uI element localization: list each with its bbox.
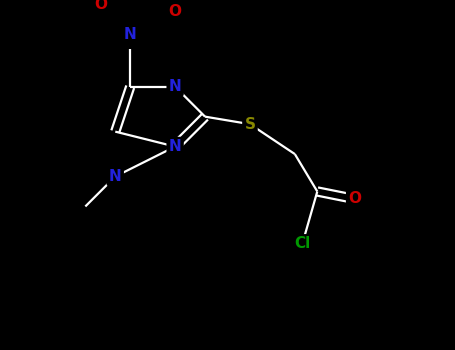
Text: Cl: Cl xyxy=(294,236,310,251)
Text: N: N xyxy=(169,79,182,94)
Text: N: N xyxy=(169,139,182,154)
Text: N: N xyxy=(109,169,121,184)
Text: O: O xyxy=(169,5,182,19)
Text: O: O xyxy=(94,0,107,12)
Text: S: S xyxy=(244,117,255,132)
Text: N: N xyxy=(124,27,136,42)
Text: O: O xyxy=(348,191,361,206)
